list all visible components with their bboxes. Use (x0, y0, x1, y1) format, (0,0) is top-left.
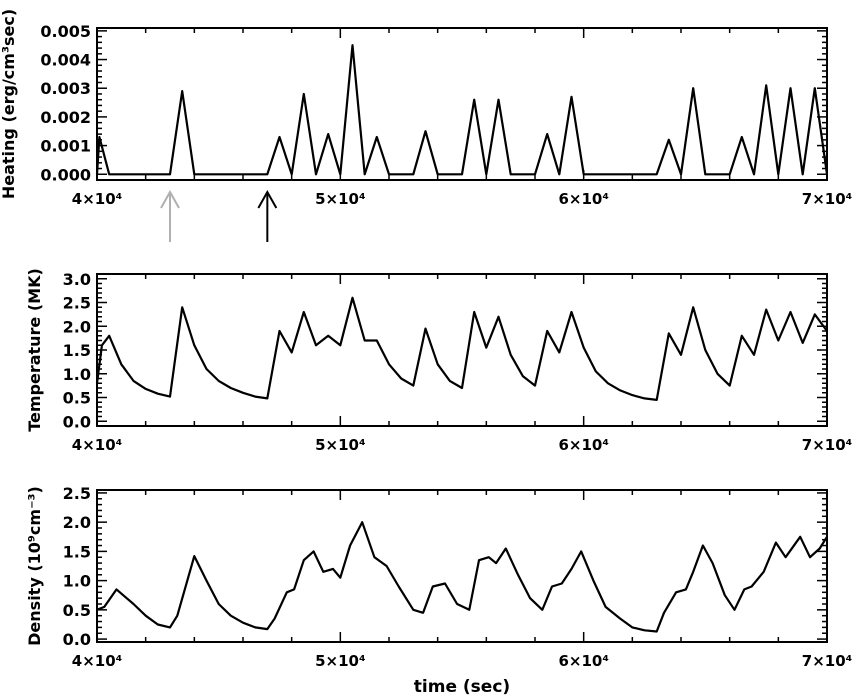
density-tick-labels: 4×10⁴ 5×10⁴ 6×10⁴ 7×10⁴ 0.0 0.5 1.0 1.5 2.0 2.5 (63, 484, 853, 670)
x-tick-label: 4×10⁴ (72, 652, 122, 670)
gray-arrow-icon (160, 189, 180, 242)
temperature-ylabel: Temperature (MK) (25, 268, 44, 432)
temperature-line (95, 296, 828, 401)
heating-ylabel: Heating (erg/cm³sec) (0, 9, 18, 199)
temperature-ticks (96, 274, 828, 426)
y-tick-label: 3.0 (63, 270, 91, 289)
heating-arrows (160, 189, 278, 242)
y-tick-label: 2.5 (63, 294, 91, 313)
y-tick-label: 0.000 (40, 165, 91, 184)
y-tick-label: 0.5 (63, 389, 91, 408)
density-panel: 4×10⁴ 5×10⁴ 6×10⁴ 7×10⁴ 0.0 0.5 1.0 1.5 2.0 2.5 D… (25, 484, 852, 670)
y-tick-label: 0.002 (40, 108, 91, 127)
x-tick-label: 7×10⁴ (802, 436, 852, 454)
x-tick-label: 4×10⁴ (72, 436, 122, 454)
heating-axes-frame (96, 27, 828, 181)
y-tick-label: 0.0 (63, 412, 91, 431)
black-arrow-icon (257, 189, 278, 242)
density-line (96, 521, 828, 633)
x-tick-label: 7×10⁴ (802, 190, 852, 208)
y-tick-label: 2.5 (63, 484, 91, 503)
x-tick-label: 5×10⁴ (315, 436, 365, 454)
x-tick-label: 5×10⁴ (315, 652, 365, 670)
heating-line (95, 44, 829, 176)
x-tick-label: 7×10⁴ (802, 652, 852, 670)
y-tick-label: 0.004 (40, 51, 91, 70)
heating-ticks (96, 28, 828, 180)
x-tick-label: 6×10⁴ (558, 436, 608, 454)
y-tick-label: 1.0 (63, 572, 91, 591)
temperature-panel: 4×10⁴ 5×10⁴ 6×10⁴ 7×10⁴ 0.0 0.5 1.0 1.5 2.0 2.5 3.… (25, 268, 852, 454)
heating-tick-labels: 4×10⁴ 5×10⁴ 6×10⁴ 7×10⁴ 0.000 0.001 0.002 0.003… (40, 22, 852, 208)
y-tick-label: 0.5 (63, 601, 91, 620)
x-tick-label: 6×10⁴ (558, 190, 608, 208)
y-tick-label: 1.5 (63, 542, 91, 561)
temperature-tick-labels: 4×10⁴ 5×10⁴ 6×10⁴ 7×10⁴ 0.0 0.5 1.0 1.5 2.0 2.5 3.… (63, 270, 853, 454)
y-tick-label: 2.0 (63, 513, 91, 532)
y-tick-label: 2.0 (63, 317, 91, 336)
density-ylabel: Density (10⁹cm⁻³) (25, 486, 44, 646)
y-tick-label: 0.001 (40, 137, 91, 156)
y-tick-label: 1.0 (63, 365, 91, 384)
density-ticks (96, 490, 828, 642)
temperature-axes-frame (96, 273, 828, 427)
x-tick-label: 6×10⁴ (558, 652, 608, 670)
x-tick-label: 5×10⁴ (315, 190, 365, 208)
x-tick-label: 4×10⁴ (72, 190, 122, 208)
x-axis-label: time (sec) (414, 677, 510, 697)
y-tick-label: 0.003 (40, 79, 91, 98)
heating-panel: 4×10⁴ 5×10⁴ 6×10⁴ 7×10⁴ 0.000 0.001 0.002 0.003… (0, 9, 852, 242)
y-tick-label: 0.0 (63, 630, 91, 649)
y-tick-label: 0.005 (40, 22, 91, 41)
density-axes-frame (96, 489, 828, 643)
y-tick-label: 1.5 (63, 341, 91, 360)
